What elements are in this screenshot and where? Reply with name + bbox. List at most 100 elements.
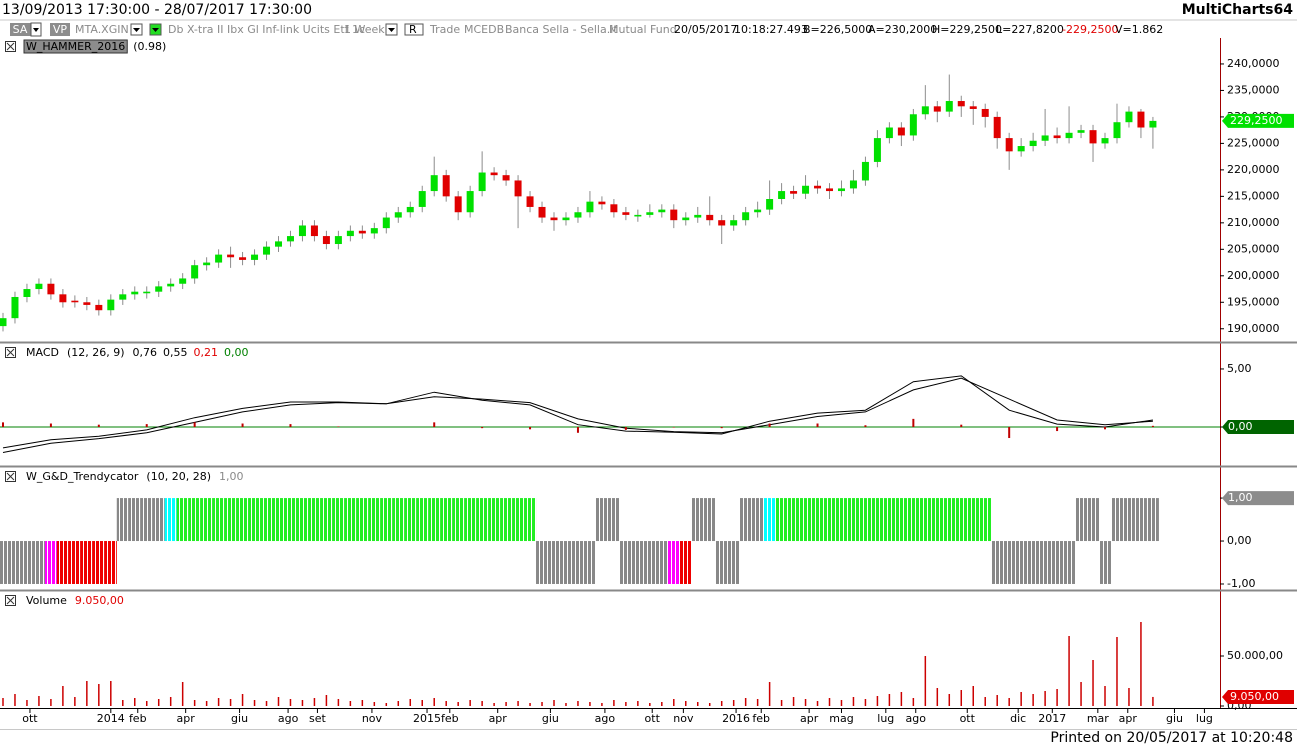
candle-body	[502, 175, 510, 181]
candle-body	[586, 201, 594, 213]
volume-bar	[613, 700, 615, 706]
volume-bar	[696, 702, 699, 706]
trend-bar	[775, 498, 788, 542]
trend-bar	[1110, 498, 1123, 542]
x-tick-label: ago	[278, 712, 299, 725]
y-tick-label: 205,0000	[1227, 242, 1280, 255]
trend-bar	[92, 541, 105, 584]
volume-bar	[601, 703, 603, 706]
volume-bar	[876, 696, 879, 706]
trend-bar	[643, 541, 656, 584]
y-tick-label: 235,0000	[1227, 83, 1280, 96]
trend-bar	[559, 541, 572, 584]
x-tick-label: lug	[877, 712, 894, 725]
x-tick-label: ago	[595, 712, 616, 725]
y-tick-label: 240,0000	[1227, 57, 1280, 70]
dropdown-arrow	[33, 28, 39, 32]
candle-body	[526, 196, 534, 207]
candle-body	[466, 191, 474, 213]
candle-body	[83, 302, 91, 305]
readout: 0,55	[163, 346, 188, 359]
volume-bar	[685, 701, 687, 706]
r-label: R	[409, 23, 417, 36]
volume-bar	[145, 701, 148, 706]
close-box-x	[6, 348, 15, 357]
r-dropdown[interactable]	[404, 23, 424, 36]
trend-bar	[895, 498, 908, 542]
close-box[interactable]	[5, 347, 16, 358]
candle-body	[1041, 135, 1049, 141]
low: L=227,8200	[996, 23, 1064, 36]
quote-time: 10:18:27.493	[734, 23, 808, 36]
volume-bar	[924, 656, 927, 706]
volume-bar	[852, 697, 855, 706]
volume-readout: V=1.862	[1115, 23, 1163, 36]
candle-body	[203, 262, 211, 266]
volume-bar	[50, 699, 52, 706]
bid: B=226,5000	[803, 23, 872, 36]
trend-bar	[188, 498, 201, 542]
trend-bar	[524, 498, 537, 542]
trend-bar	[967, 498, 980, 542]
trend-bar	[464, 498, 477, 542]
volume-bar	[26, 700, 28, 706]
y-tick-label: -1,00	[1227, 577, 1255, 590]
trend-bar	[212, 498, 225, 542]
trend-bar	[919, 498, 932, 542]
volume-bar	[289, 699, 292, 706]
readout: 1,00	[219, 470, 244, 483]
volume-bar	[373, 702, 376, 706]
volume-bar	[205, 701, 208, 706]
trend-bar	[1122, 498, 1135, 542]
volume-bar	[792, 697, 795, 706]
candle-body	[215, 254, 223, 263]
volume-bar	[708, 703, 711, 706]
close-box[interactable]	[5, 471, 16, 482]
trend-bar	[308, 498, 321, 542]
vp-button[interactable]	[50, 23, 70, 36]
volume-bar	[864, 699, 867, 706]
trend-bar	[763, 498, 776, 542]
trend-bar	[1027, 541, 1040, 584]
trend-bar	[488, 498, 501, 542]
trend-bar	[715, 541, 728, 584]
candle-body	[682, 217, 690, 221]
volume-bar	[517, 701, 519, 706]
trend-bar	[56, 541, 69, 584]
volume-bar	[38, 696, 40, 706]
candle-body	[1029, 140, 1037, 147]
x-tick-label: ott	[645, 712, 661, 725]
trend-bar	[476, 498, 489, 542]
dropdown-arrow	[388, 28, 395, 32]
volume-bar	[625, 702, 627, 706]
candle-body	[826, 188, 834, 192]
volume-bar	[960, 690, 963, 706]
trend-bar	[955, 498, 968, 542]
volume-bar	[110, 681, 112, 706]
x-tick-label: 2015	[413, 712, 441, 725]
trend-bar	[320, 498, 333, 542]
trend-bar	[667, 541, 680, 584]
readout: 0,21	[194, 346, 219, 359]
close-box[interactable]	[5, 41, 16, 52]
volume-bar	[1032, 694, 1034, 706]
close-box[interactable]	[5, 595, 16, 606]
dropdown-arrow	[152, 28, 159, 32]
x-tick-label: giu	[231, 712, 248, 725]
candle-body	[802, 185, 810, 194]
volume-bar	[912, 698, 915, 706]
close-box-x	[6, 596, 15, 605]
candle-body	[562, 217, 570, 221]
volume-bar	[277, 697, 280, 706]
sa-button[interactable]	[10, 23, 31, 36]
x-tick-label: feb	[752, 712, 770, 725]
trend-bar	[20, 541, 33, 584]
volume-bar	[996, 695, 998, 706]
volume-bar	[134, 698, 136, 706]
trend-bar	[104, 541, 117, 584]
candle-body	[1065, 132, 1073, 139]
trend-bar	[128, 498, 141, 542]
candle-body	[909, 114, 917, 136]
trend-bar	[236, 498, 249, 542]
candle-body	[861, 161, 869, 181]
